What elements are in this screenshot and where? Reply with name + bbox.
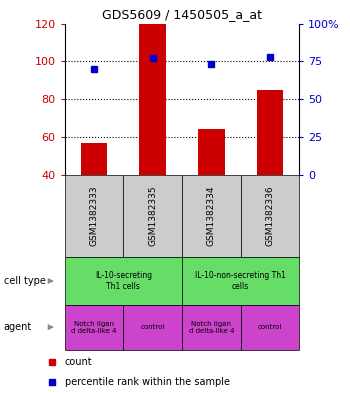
Bar <box>257 90 283 175</box>
Bar <box>65 257 182 305</box>
Bar <box>65 175 123 257</box>
Text: Notch ligan
d delta-like 4: Notch ligan d delta-like 4 <box>189 321 234 334</box>
Text: count: count <box>65 357 92 367</box>
Text: GSM1382334: GSM1382334 <box>207 186 216 246</box>
Text: Notch ligan
d delta-like 4: Notch ligan d delta-like 4 <box>71 321 117 334</box>
Text: percentile rank within the sample: percentile rank within the sample <box>65 377 230 387</box>
Bar <box>241 305 299 350</box>
Bar <box>182 175 241 257</box>
Text: cell type: cell type <box>4 276 46 286</box>
Bar <box>182 305 241 350</box>
Bar <box>123 305 182 350</box>
Bar <box>123 175 182 257</box>
Text: GSM1382336: GSM1382336 <box>265 186 274 246</box>
Text: IL-10-secreting
Th1 cells: IL-10-secreting Th1 cells <box>95 271 152 291</box>
Text: control: control <box>140 324 165 330</box>
Text: control: control <box>258 324 282 330</box>
Bar <box>182 257 299 305</box>
Text: agent: agent <box>4 322 32 332</box>
Bar <box>198 129 224 175</box>
Text: IL-10-non-secreting Th1
cells: IL-10-non-secreting Th1 cells <box>195 271 286 291</box>
Bar <box>241 175 299 257</box>
Text: GSM1382333: GSM1382333 <box>90 186 99 246</box>
Title: GDS5609 / 1450505_a_at: GDS5609 / 1450505_a_at <box>102 8 262 21</box>
Text: GSM1382335: GSM1382335 <box>148 186 157 246</box>
Bar <box>65 305 123 350</box>
Bar <box>140 24 166 175</box>
Bar <box>81 143 107 175</box>
